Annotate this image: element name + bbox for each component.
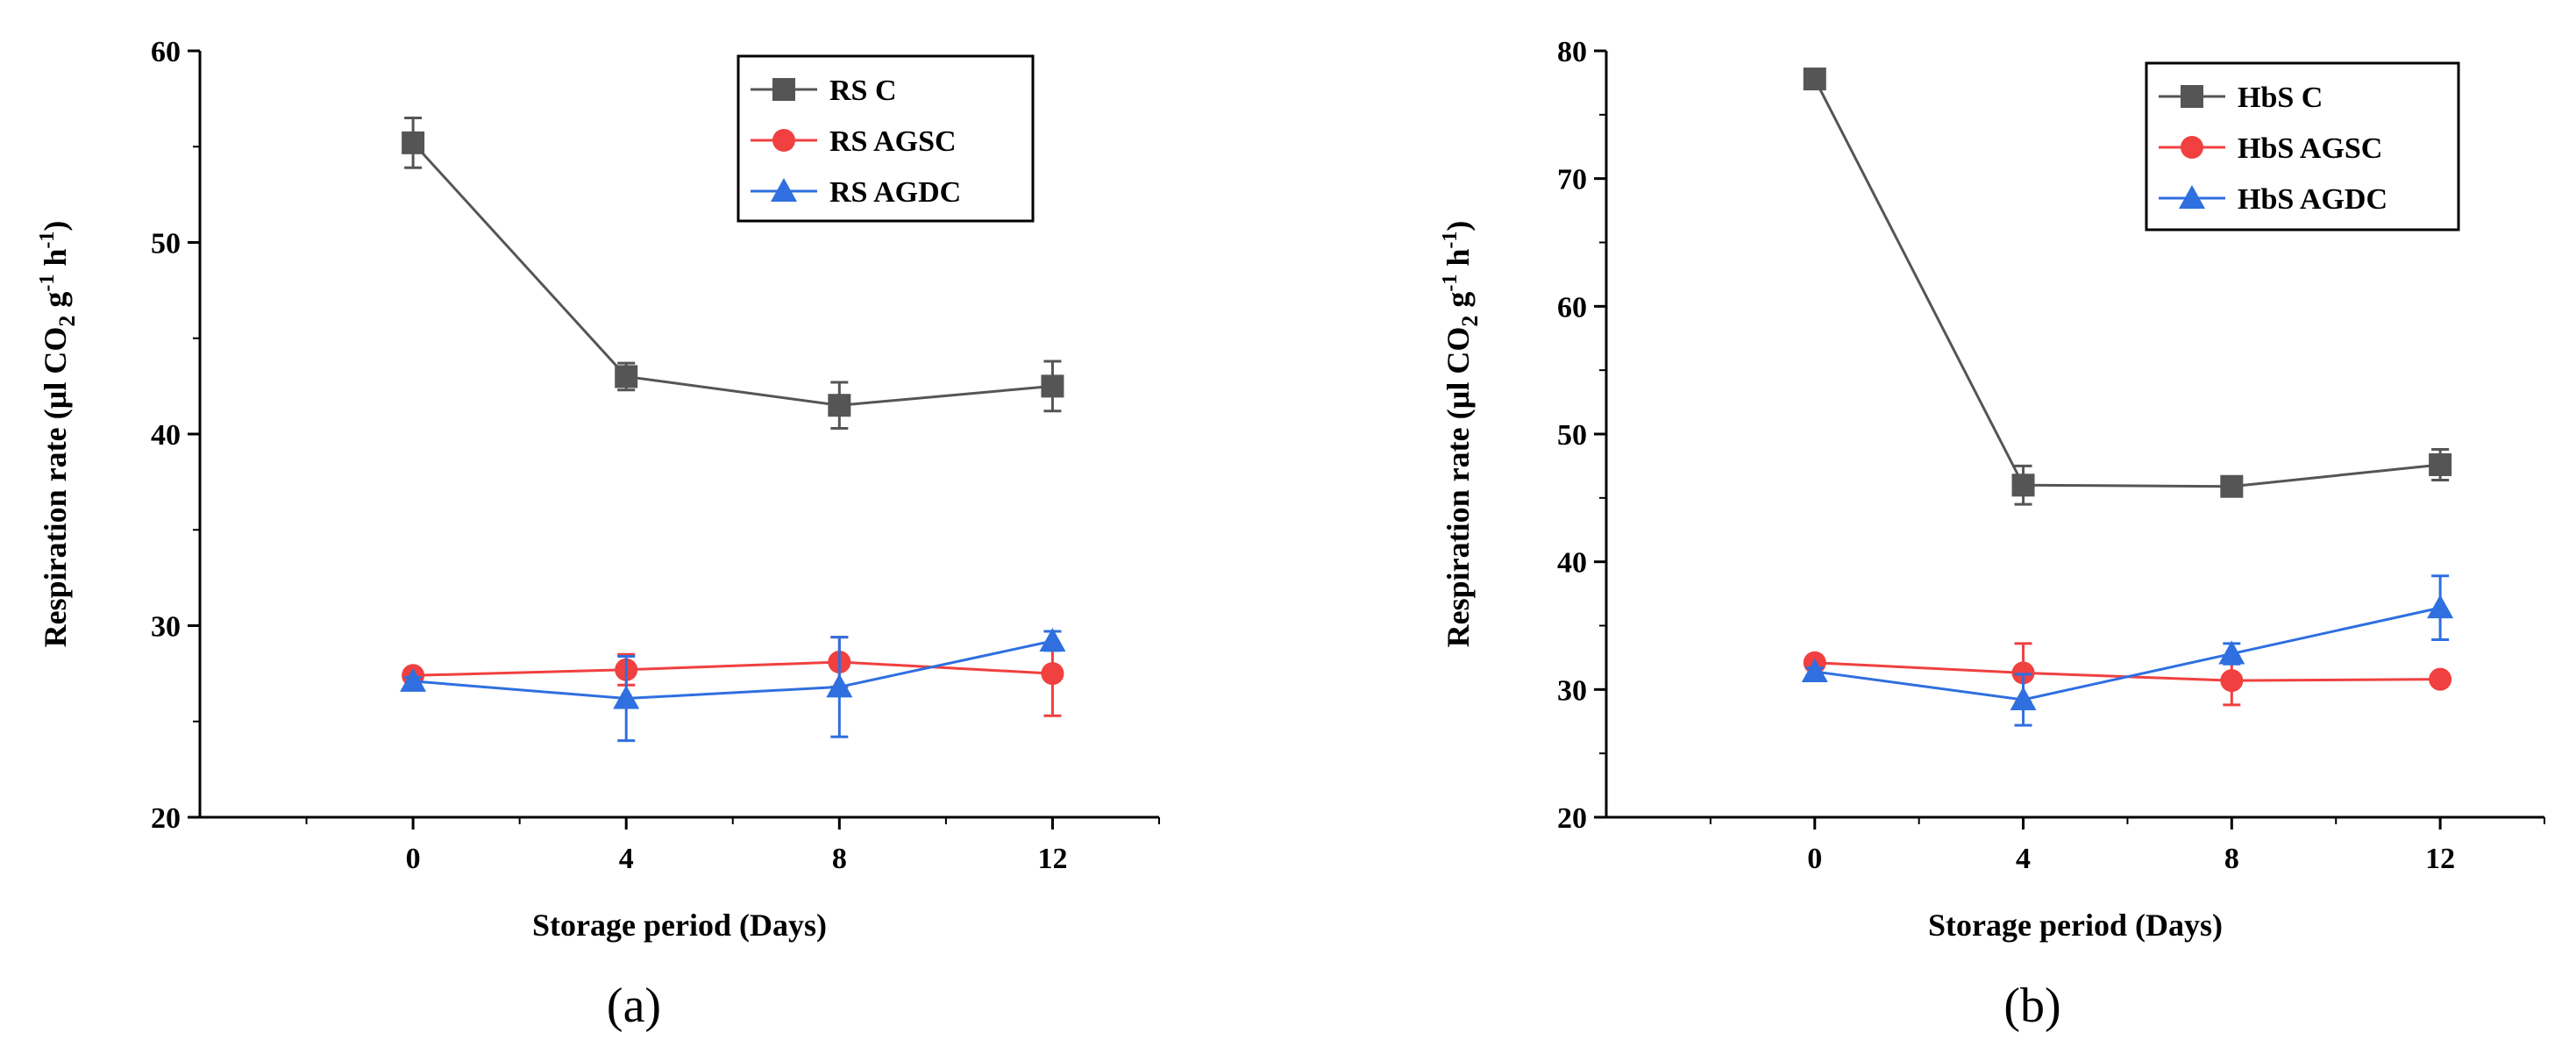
y-tick-label: 60 [151, 36, 181, 68]
chart-panel-a: 20 30 40 50 60 0 4 8 12 Storage period (Days) Resp… [36, 36, 1160, 1033]
legend-label: HbS C [2238, 82, 2323, 114]
y-tick-label: 30 [151, 611, 181, 644]
y-tick-label: 40 [1557, 547, 1587, 580]
x-tick-label: 4 [619, 843, 634, 875]
y-tick-label: 40 [151, 419, 181, 452]
panel-label: (a) [607, 979, 661, 1033]
legend-label: RS C [829, 75, 897, 107]
data-point [613, 685, 640, 709]
data-point [1801, 658, 1828, 682]
data-point [828, 394, 851, 417]
x-tick-label: 8 [2224, 843, 2239, 875]
y-tick-label: 30 [1557, 674, 1587, 707]
series-line [412, 141, 1053, 407]
legend-label: HbS AGDC [2238, 183, 2387, 216]
data-point [2429, 452, 2452, 476]
x-tick-label: 12 [1037, 843, 1067, 875]
data-point [826, 673, 853, 698]
data-point [2218, 640, 2245, 665]
series-line [1814, 606, 2441, 701]
y-tick-label: 60 [1557, 291, 1587, 324]
data-point [1039, 627, 1066, 652]
legend-marker [772, 78, 795, 101]
y-axis-title: Respiration rate (µl CO2 g-1 h-1) [36, 221, 80, 648]
y-tick-label: 20 [151, 802, 181, 835]
x-tick-label: 0 [406, 843, 421, 875]
data-point [2427, 595, 2454, 619]
x-axis-title: Storage period (Days) [1928, 908, 2223, 943]
series-rs-c [402, 116, 1064, 430]
y-tick-label: 20 [1557, 802, 1587, 835]
legend-marker [772, 129, 795, 152]
data-point [402, 131, 425, 154]
y-tick-label: 70 [1557, 164, 1587, 196]
legend: HbS C HbS AGSC HbS AGDC [2145, 61, 2460, 231]
x-tick-label: 4 [2016, 843, 2031, 875]
data-point [2011, 474, 2035, 497]
legend-marker [2179, 185, 2205, 209]
series-line [412, 639, 1053, 701]
data-point [2010, 686, 2037, 710]
legend-marker [2181, 136, 2203, 159]
data-point [2220, 474, 2244, 498]
legend-label: HbS AGSC [2238, 132, 2382, 165]
series-hbs-agdc [1801, 574, 2454, 727]
x-tick-label: 12 [2425, 843, 2455, 875]
legend-label: RS AGSC [829, 125, 957, 158]
series-hbs-agsc [1803, 642, 2452, 707]
chart-panel-b: 20 30 40 50 60 70 80 0 4 8 12 Storage period (Days)… [1439, 36, 2545, 1033]
data-point [1041, 662, 1064, 686]
series-line [1813, 78, 2441, 488]
x-tick-label: 0 [1807, 843, 1822, 875]
data-point [615, 365, 638, 388]
data-point [1041, 374, 1064, 398]
x-tick-label: 8 [832, 843, 847, 875]
legend-marker [2181, 85, 2203, 108]
legend: RS C RS AGSC RS AGDC [737, 54, 1035, 223]
data-point [2220, 669, 2244, 693]
series-rs-agdc [400, 627, 1066, 743]
y-axis-title: Respiration rate (µl CO2 g-1 h-1) [1439, 221, 1483, 648]
y-tick-label: 50 [1557, 419, 1587, 452]
data-point [2429, 667, 2452, 691]
panel-label: (b) [2003, 979, 2060, 1033]
y-tick-label: 80 [1557, 36, 1587, 68]
y-tick-label: 50 [151, 228, 181, 260]
series-line [413, 660, 1053, 677]
legend-marker [771, 178, 797, 202]
x-axis-title: Storage period (Days) [532, 908, 827, 943]
data-point [1803, 68, 1826, 91]
series-hbs-c [1803, 68, 2452, 506]
series-rs-agsc [402, 630, 1064, 717]
legend-label: RS AGDC [829, 176, 961, 209]
data-point [400, 667, 427, 692]
